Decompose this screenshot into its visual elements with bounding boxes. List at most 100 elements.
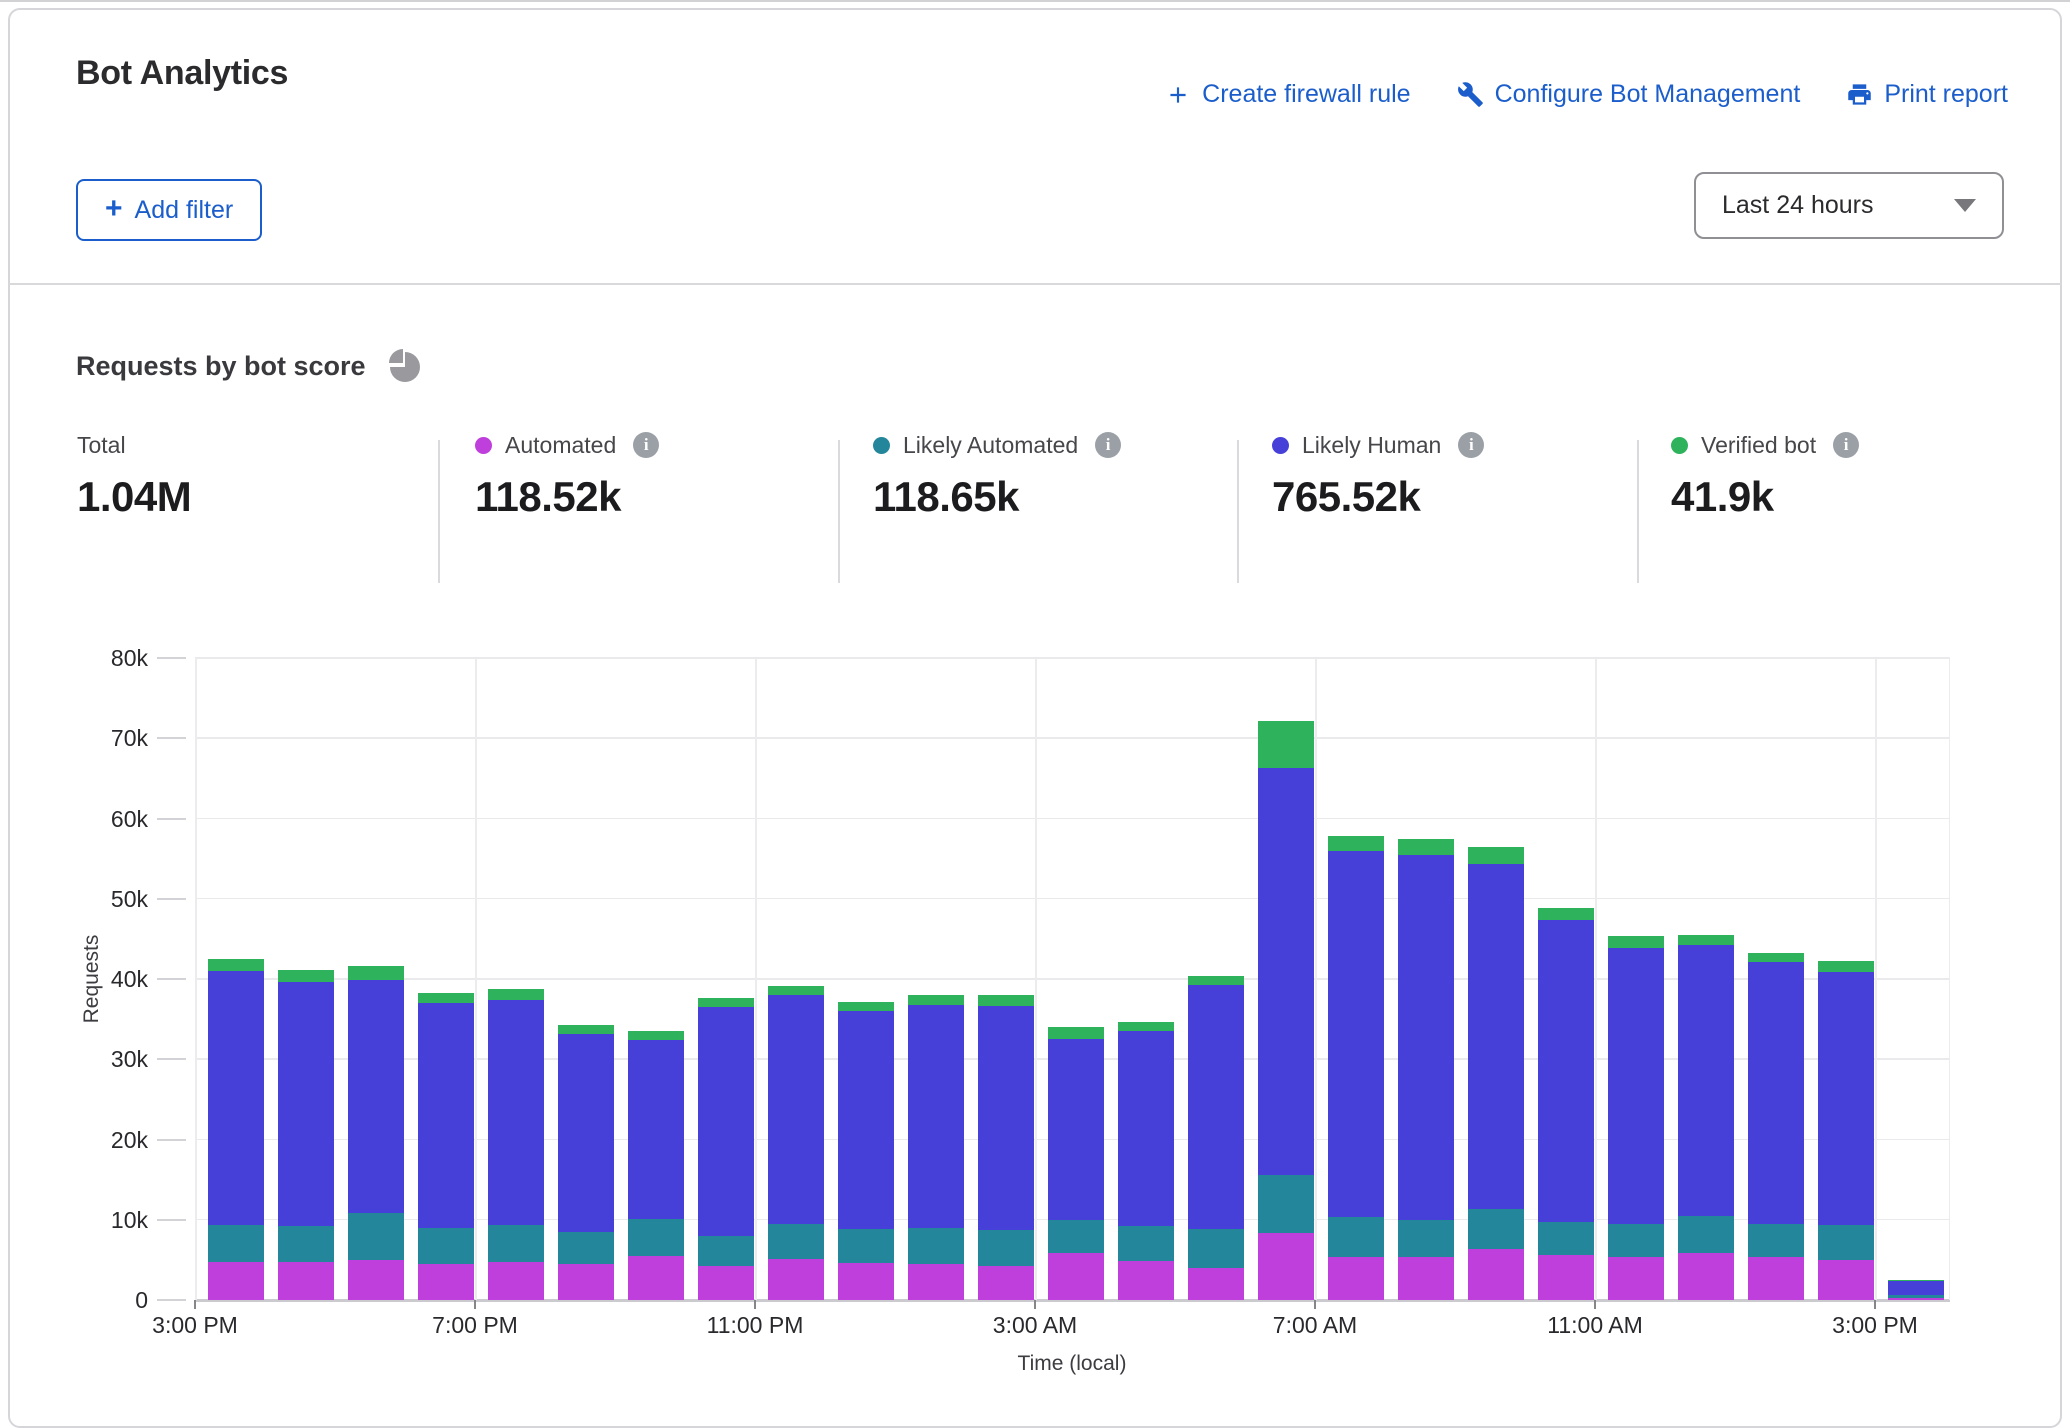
bar-group[interactable]: [1468, 658, 1524, 1300]
create-firewall-rule-link[interactable]: Create firewall rule: [1165, 80, 1411, 109]
bar-group[interactable]: [1398, 658, 1454, 1300]
bar-segment-verified-bot[interactable]: [978, 995, 1034, 1007]
bar-segment-verified-bot[interactable]: [348, 966, 404, 980]
bar-segment-likely-automated[interactable]: [1748, 1223, 1804, 1258]
bar-group[interactable]: [1888, 658, 1944, 1300]
bar-segment-verified-bot[interactable]: [1118, 1021, 1174, 1032]
bar-segment-likely-human[interactable]: [1608, 947, 1664, 1224]
bar-segment-likely-human[interactable]: [1678, 945, 1734, 1216]
bar-group[interactable]: [1188, 658, 1244, 1300]
bar-group[interactable]: [1818, 658, 1874, 1300]
bar-group[interactable]: [768, 658, 824, 1300]
bar-segment-automated[interactable]: [1398, 1257, 1454, 1300]
bar-segment-verified-bot[interactable]: [1888, 1279, 1944, 1281]
bar-group[interactable]: [1048, 658, 1104, 1300]
info-icon[interactable]: i: [633, 432, 660, 458]
bar-segment-automated[interactable]: [1188, 1267, 1244, 1300]
bar-group[interactable]: [838, 658, 894, 1300]
bar-segment-automated[interactable]: [1538, 1255, 1594, 1300]
bar-segment-likely-human[interactable]: [1888, 1280, 1944, 1296]
configure-bot-management-link[interactable]: Configure Bot Management: [1457, 80, 1800, 109]
bar-segment-automated[interactable]: [488, 1262, 544, 1300]
bar-segment-automated[interactable]: [558, 1263, 614, 1300]
bar-segment-likely-automated[interactable]: [1888, 1295, 1944, 1298]
bar-segment-automated[interactable]: [1468, 1248, 1524, 1300]
bar-segment-likely-automated[interactable]: [698, 1235, 754, 1266]
info-icon[interactable]: i: [1458, 432, 1485, 458]
bar-segment-likely-automated[interactable]: [418, 1227, 474, 1264]
bar-segment-likely-automated[interactable]: [1188, 1229, 1244, 1268]
bar-group[interactable]: [1258, 658, 1314, 1300]
bar-segment-automated[interactable]: [1328, 1257, 1384, 1300]
bar-segment-likely-automated[interactable]: [278, 1226, 334, 1263]
bar-segment-likely-human[interactable]: [838, 1011, 894, 1230]
bar-segment-likely-human[interactable]: [1118, 1031, 1174, 1227]
bar-segment-likely-automated[interactable]: [1328, 1217, 1384, 1258]
bar-segment-likely-human[interactable]: [1328, 850, 1384, 1218]
bar-group[interactable]: [1608, 658, 1664, 1300]
bar-segment-automated[interactable]: [978, 1265, 1034, 1300]
bar-segment-verified-bot[interactable]: [208, 958, 264, 971]
bar-group[interactable]: [978, 658, 1034, 1300]
bar-segment-likely-automated[interactable]: [488, 1225, 544, 1263]
bar-segment-likely-automated[interactable]: [768, 1223, 824, 1260]
bar-segment-likely-human[interactable]: [908, 1004, 964, 1228]
bar-segment-automated[interactable]: [418, 1263, 474, 1300]
bar-segment-verified-bot[interactable]: [698, 998, 754, 1008]
info-icon[interactable]: i: [1833, 432, 1860, 458]
bar-group[interactable]: [628, 658, 684, 1300]
bar-segment-verified-bot[interactable]: [1538, 908, 1594, 920]
bar-segment-automated[interactable]: [1258, 1232, 1314, 1300]
bar-segment-automated[interactable]: [768, 1259, 824, 1300]
bar-segment-verified-bot[interactable]: [1398, 839, 1454, 856]
bar-segment-automated[interactable]: [908, 1263, 964, 1300]
bar-segment-automated[interactable]: [1818, 1259, 1874, 1300]
bar-segment-verified-bot[interactable]: [838, 1002, 894, 1012]
bar-group[interactable]: [488, 658, 544, 1300]
bar-segment-likely-automated[interactable]: [908, 1227, 964, 1264]
bar-segment-likely-human[interactable]: [768, 995, 824, 1224]
bar-segment-likely-human[interactable]: [1188, 984, 1244, 1230]
bar-segment-verified-bot[interactable]: [1608, 935, 1664, 948]
bar-segment-automated[interactable]: [1118, 1261, 1174, 1300]
bar-segment-likely-human[interactable]: [1748, 962, 1804, 1224]
bar-segment-likely-human[interactable]: [1398, 855, 1454, 1220]
bar-group[interactable]: [278, 658, 334, 1300]
bar-segment-verified-bot[interactable]: [558, 1024, 614, 1034]
bar-segment-likely-human[interactable]: [558, 1033, 614, 1232]
bar-segment-likely-human[interactable]: [978, 1006, 1034, 1231]
bar-segment-likely-human[interactable]: [348, 979, 404, 1213]
bar-segment-likely-human[interactable]: [278, 982, 334, 1227]
bar-segment-verified-bot[interactable]: [1328, 836, 1384, 851]
bar-segment-verified-bot[interactable]: [278, 970, 334, 983]
bar-segment-likely-human[interactable]: [488, 999, 544, 1226]
bar-segment-verified-bot[interactable]: [1188, 975, 1244, 985]
bar-segment-likely-human[interactable]: [698, 1007, 754, 1236]
bar-segment-likely-automated[interactable]: [1398, 1219, 1454, 1258]
bar-segment-likely-automated[interactable]: [1048, 1219, 1104, 1254]
bar-segment-likely-automated[interactable]: [1818, 1225, 1874, 1260]
bar-group[interactable]: [908, 658, 964, 1300]
bar-group[interactable]: [1678, 658, 1734, 1300]
time-range-select[interactable]: Last 24 hours: [1694, 172, 2004, 239]
bar-segment-likely-human[interactable]: [208, 970, 264, 1226]
bar-group[interactable]: [1118, 658, 1174, 1300]
bar-segment-likely-automated[interactable]: [558, 1231, 614, 1264]
bar-segment-likely-automated[interactable]: [208, 1225, 264, 1263]
bar-segment-automated[interactable]: [278, 1262, 334, 1300]
info-icon[interactable]: i: [1095, 432, 1122, 458]
bar-segment-likely-automated[interactable]: [1608, 1223, 1664, 1258]
bar-segment-automated[interactable]: [1048, 1253, 1104, 1300]
bar-group[interactable]: [1748, 658, 1804, 1300]
bar-segment-likely-human[interactable]: [1468, 864, 1524, 1210]
bar-segment-likely-automated[interactable]: [1258, 1174, 1314, 1233]
bar-segment-automated[interactable]: [1678, 1253, 1734, 1300]
add-filter-button[interactable]: + Add filter: [76, 179, 263, 241]
bar-group[interactable]: [208, 658, 264, 1300]
bar-segment-automated[interactable]: [208, 1262, 264, 1300]
bar-segment-verified-bot[interactable]: [1748, 952, 1804, 963]
bar-segment-likely-human[interactable]: [1048, 1039, 1104, 1220]
bar-group[interactable]: [348, 658, 404, 1300]
bar-segment-likely-automated[interactable]: [348, 1212, 404, 1260]
bar-segment-likely-automated[interactable]: [838, 1229, 894, 1264]
